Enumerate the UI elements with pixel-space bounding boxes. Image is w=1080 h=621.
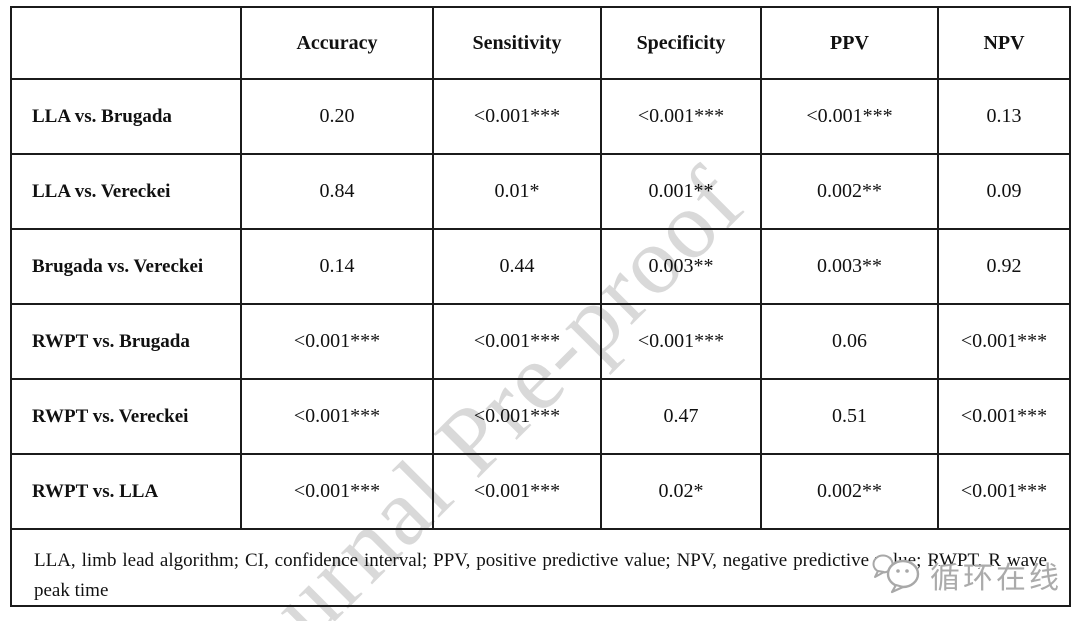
table-cell: 0.92 <box>937 228 1071 306</box>
column-header: PPV <box>760 6 939 80</box>
table-cell: 0.47 <box>600 378 762 456</box>
table-cell: 0.06 <box>760 303 939 381</box>
logo-text: 循环在线 <box>930 561 1062 595</box>
column-header: NPV <box>937 6 1071 80</box>
table-row: RWPT vs. Vereckei <0.001*** <0.001*** 0.47 0… <box>10 378 1071 456</box>
table-cell: 0.09 <box>937 153 1071 231</box>
table-row: RWPT vs. LLA <0.001*** <0.001*** 0.02* 0.002… <box>10 453 1071 531</box>
table-cell: 0.14 <box>240 228 434 306</box>
header-row: Accuracy Sensitivity Specificity PPV NPV <box>10 6 1071 80</box>
row-label: Brugada vs. Vereckei <box>10 228 242 306</box>
table-row: LLA vs. Vereckei 0.84 0.01* 0.001** 0.002** 0… <box>10 153 1071 231</box>
table-cell: <0.001*** <box>937 378 1071 456</box>
table-cell: 0.001** <box>600 153 762 231</box>
table-cell: 0.003** <box>600 228 762 306</box>
pvalue-comparison-table: Accuracy Sensitivity Specificity PPV NPV LLA… <box>10 6 1071 607</box>
table-cell: 0.84 <box>240 153 434 231</box>
table-cell: 0.003** <box>760 228 939 306</box>
column-header: Accuracy <box>240 6 434 80</box>
wechat-logo: 循环在线 <box>872 550 1062 599</box>
table-cell: <0.001*** <box>240 303 434 381</box>
table-row: RWPT vs. Brugada <0.001*** <0.001*** <0.001… <box>10 303 1071 381</box>
table-cell: 0.13 <box>937 77 1071 156</box>
table-body: LLA vs. Brugada 0.20 <0.001*** <0.001*** <0.… <box>10 77 1071 531</box>
table-row: Brugada vs. Vereckei 0.14 0.44 0.003** 0.003… <box>10 228 1071 306</box>
table-cell: <0.001*** <box>240 378 434 456</box>
column-header: Sensitivity <box>432 6 602 80</box>
table-cell: <0.001*** <box>432 378 602 456</box>
table-cell: <0.001*** <box>432 303 602 381</box>
table-cell: 0.002** <box>760 453 939 531</box>
table-cell: <0.001*** <box>600 303 762 381</box>
row-label: RWPT vs. Brugada <box>10 303 242 381</box>
table-cell: 0.44 <box>432 228 602 306</box>
wechat-icon <box>872 550 924 599</box>
table-cell: <0.001*** <box>937 303 1071 381</box>
row-label: RWPT vs. LLA <box>10 453 242 531</box>
corner-cell <box>10 6 242 80</box>
table-cell: <0.001*** <box>432 77 602 156</box>
table-cell: 0.01* <box>432 153 602 231</box>
table-cell: <0.001*** <box>760 77 939 156</box>
row-label: RWPT vs. Vereckei <box>10 378 242 456</box>
table-cell: <0.001*** <box>600 77 762 156</box>
table-cell: 0.02* <box>600 453 762 531</box>
table-cell: 0.002** <box>760 153 939 231</box>
table-row: LLA vs. Brugada 0.20 <0.001*** <0.001*** <0.… <box>10 77 1071 156</box>
table-cell: <0.001*** <box>432 453 602 531</box>
table-cell: 0.51 <box>760 378 939 456</box>
table-cell: <0.001*** <box>937 453 1071 531</box>
row-label: LLA vs. Vereckei <box>10 153 242 231</box>
table-cell: <0.001*** <box>240 453 434 531</box>
column-header: Specificity <box>600 6 762 80</box>
table-cell: 0.20 <box>240 77 434 156</box>
row-label: LLA vs. Brugada <box>10 77 242 156</box>
